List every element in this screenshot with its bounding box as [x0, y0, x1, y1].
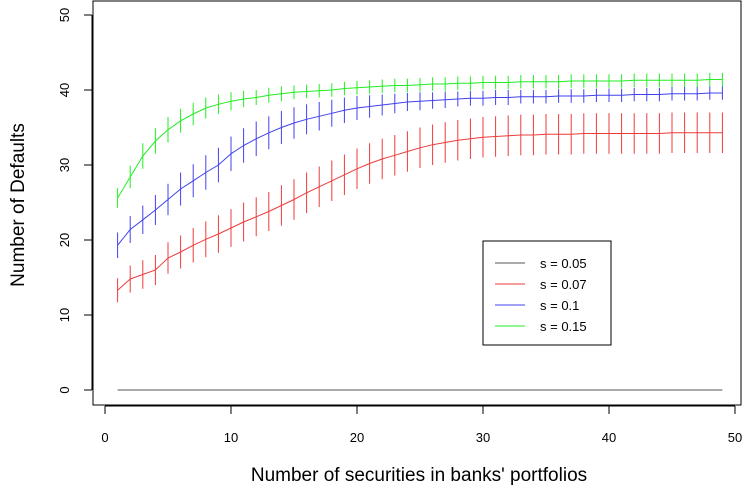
y-tick-label: 20	[57, 233, 72, 247]
legend: s = 0.05 s = 0.07 s = 0.1 s = 0.15	[482, 240, 612, 346]
y-tick-label: 50	[57, 8, 72, 22]
legend-label: s = 0.07	[540, 277, 587, 292]
x-tick-label: 40	[602, 430, 616, 445]
y-tick-label: 40	[57, 83, 72, 97]
y-tick-label: 0	[57, 386, 72, 393]
plot-box	[92, 0, 742, 406]
series-2	[117, 86, 723, 258]
legend-label: s = 0.15	[540, 319, 587, 334]
x-tick-label: 10	[224, 430, 238, 445]
legend-label: s = 0.05	[540, 256, 587, 271]
series-3	[117, 72, 723, 208]
y-axis-title: Number of Defaults	[8, 123, 29, 287]
legend-box	[482, 240, 612, 346]
legend-label: s = 0.1	[540, 298, 579, 313]
y-tick-label: 10	[57, 308, 72, 322]
x-axis-title: Number of securities in banks' portfolio…	[251, 465, 587, 486]
x-tick-label: 20	[350, 430, 364, 445]
series-1	[117, 112, 723, 303]
series-line	[117, 92, 723, 246]
series-layer	[117, 72, 723, 391]
y-tick-label: 30	[57, 158, 72, 172]
x-tick-label: 0	[101, 430, 108, 445]
x-tick-label: 50	[728, 430, 742, 445]
x-axis: 0 10 20 30 40 50	[101, 405, 742, 445]
x-tick-label: 30	[476, 430, 490, 445]
y-axis: 0 10 20 30 40 50	[57, 8, 93, 394]
